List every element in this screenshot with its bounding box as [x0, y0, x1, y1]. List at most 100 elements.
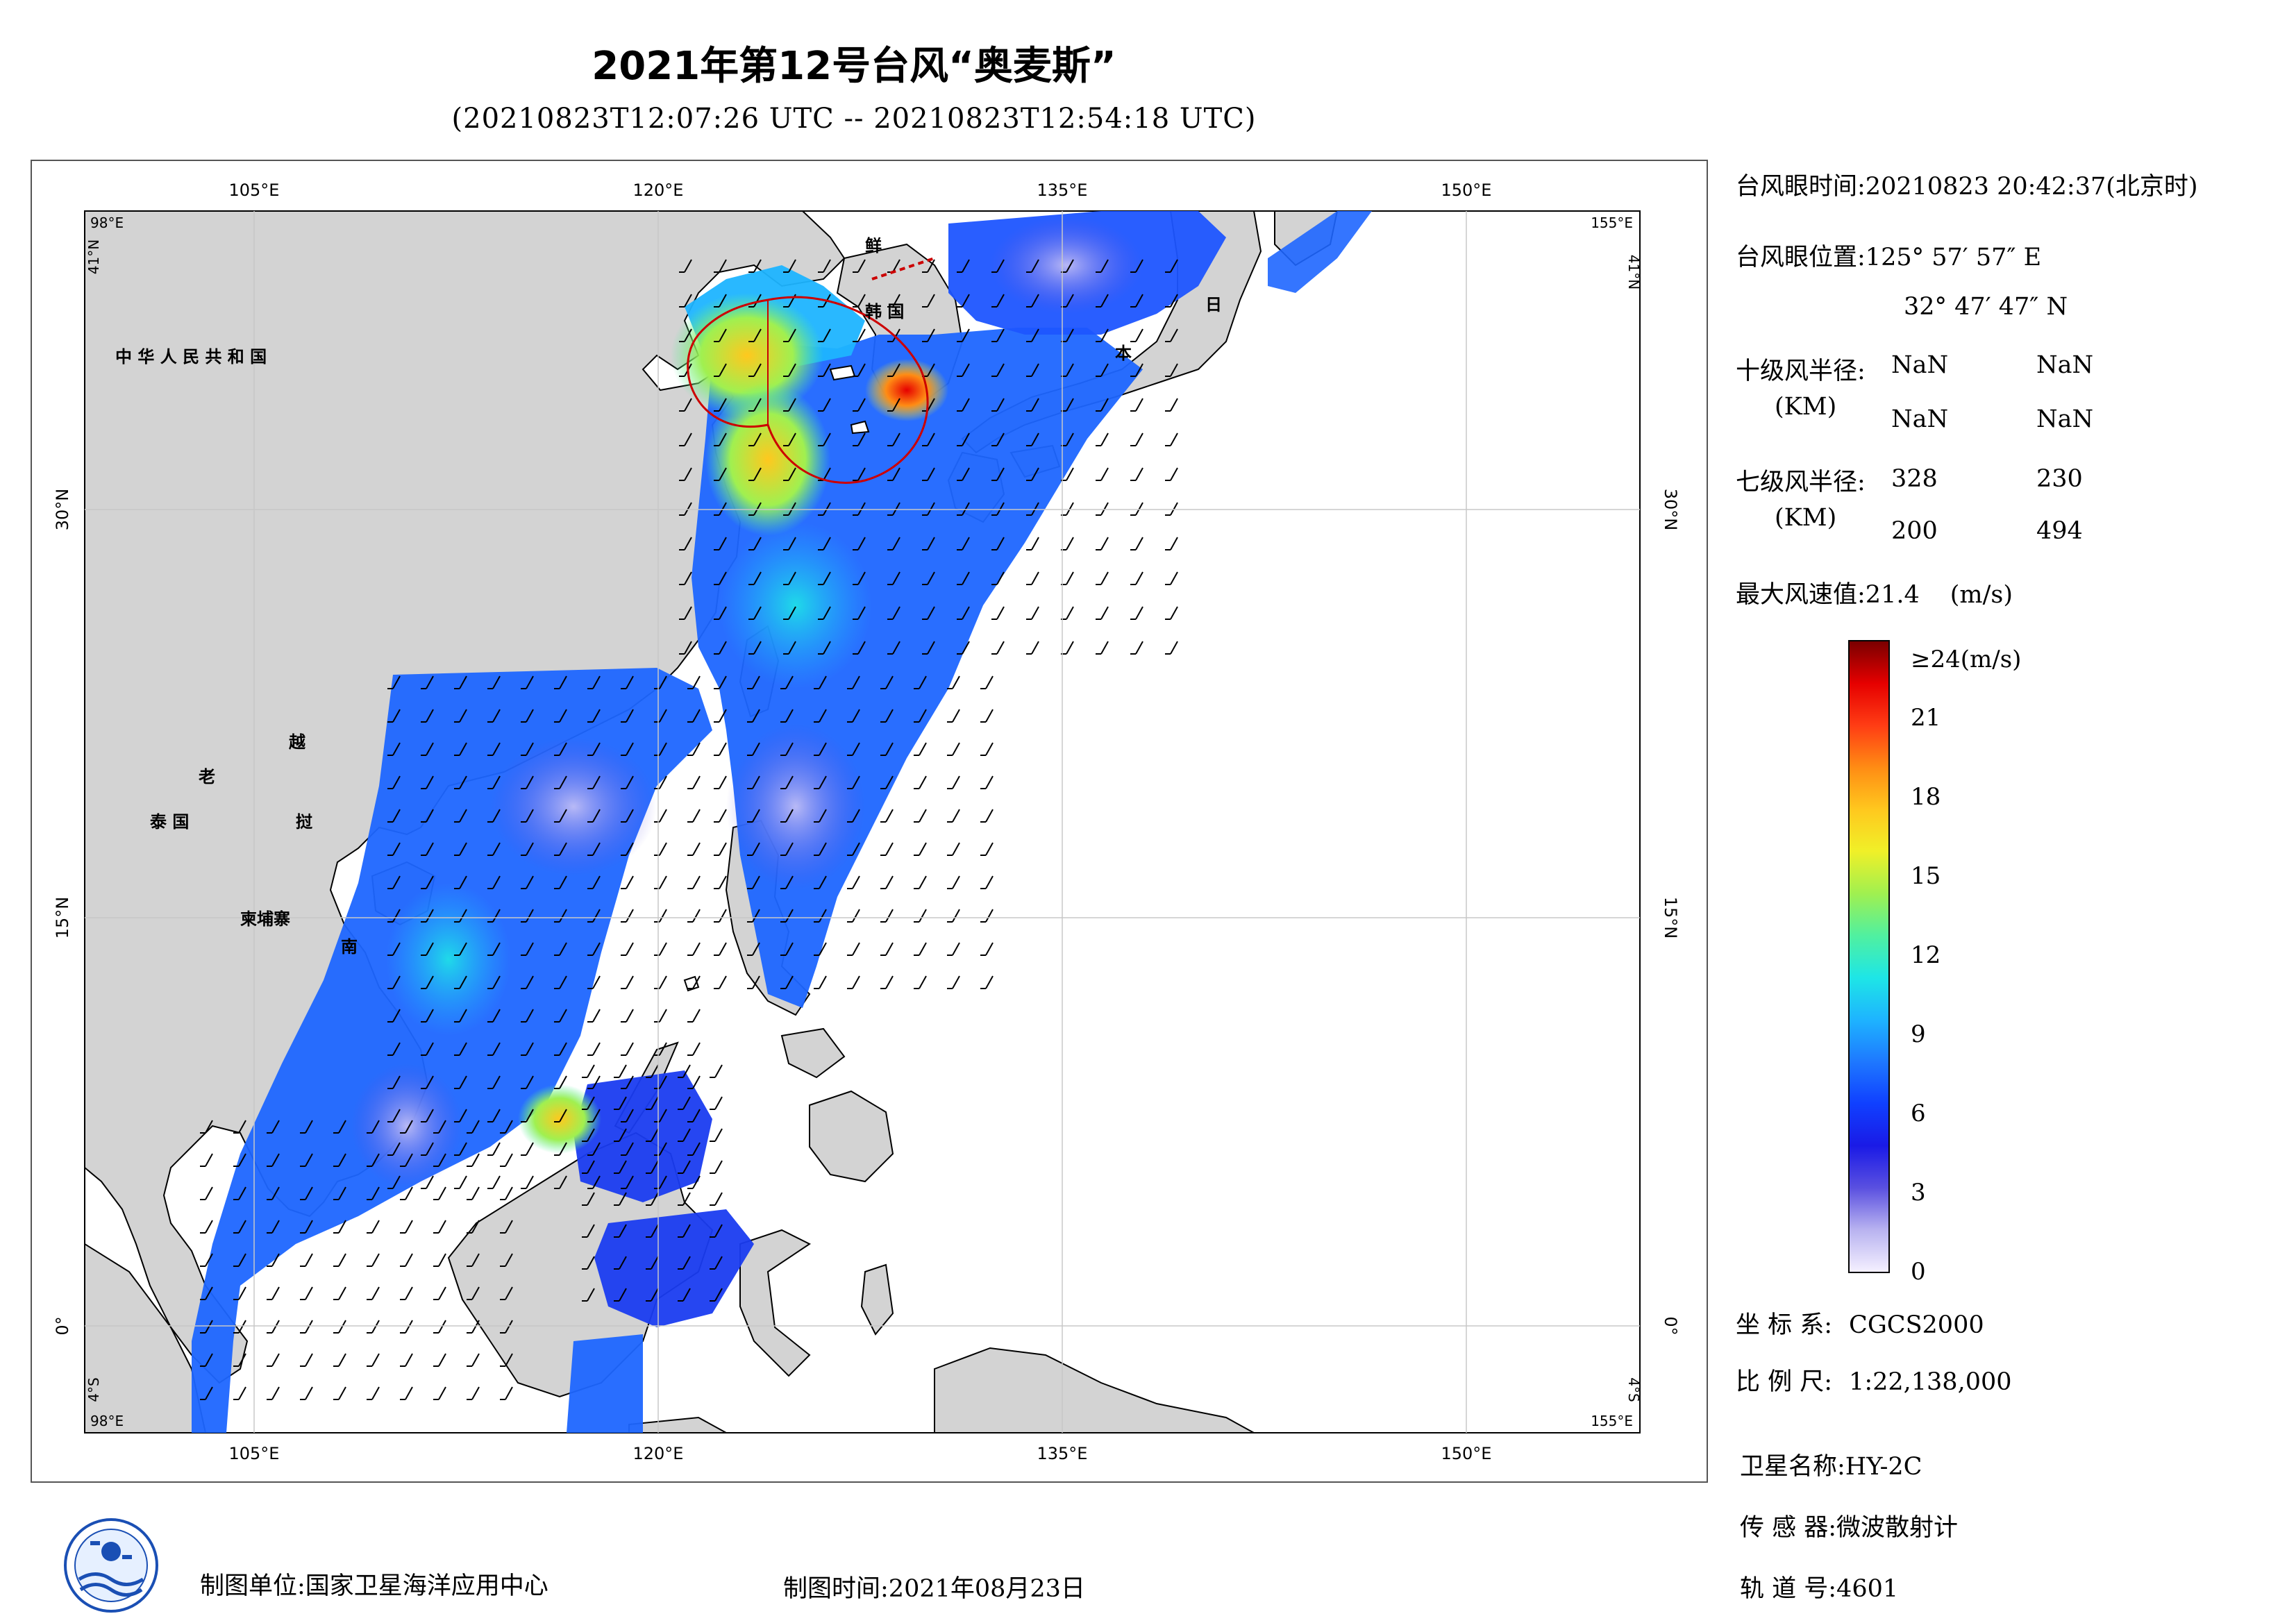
wind-barb [679, 398, 692, 412]
wind-barb [887, 294, 900, 308]
wind-barb [687, 809, 701, 823]
wind-barb [454, 875, 467, 889]
wind-barb [333, 1320, 346, 1334]
wind-barb [818, 398, 831, 412]
wind-barb [433, 1220, 446, 1234]
wind-barb [300, 1353, 313, 1367]
swath-blue-sulu [573, 1070, 712, 1202]
wind-barb [300, 1253, 313, 1267]
wind-barb [748, 606, 762, 620]
lat-tick-right-15: 15°N [1661, 897, 1680, 939]
lon-tick-top-135: 135°E [1037, 180, 1088, 200]
wind-barb [554, 942, 567, 956]
wind-barb [467, 1153, 480, 1167]
wind-barb [587, 742, 601, 756]
wind-barb [922, 641, 935, 655]
wind-barb [914, 909, 927, 923]
colorbar-tick-9: 9 [1911, 1020, 1926, 1048]
wind-barb [980, 709, 994, 723]
wind-barb [582, 1096, 595, 1110]
wind-barb [646, 1128, 659, 1142]
wind-barb [991, 363, 1005, 377]
wind-barb [853, 606, 866, 620]
wind-barb [814, 809, 827, 823]
wind-barb [333, 1153, 346, 1167]
wind-barb [748, 571, 762, 585]
wind-barb [679, 432, 692, 446]
wind-barb [853, 294, 866, 308]
wind-barb [679, 641, 692, 655]
wind-barb [991, 294, 1005, 308]
swath-blue-celebes [594, 1209, 754, 1327]
place-label-korea-n: 鲜 [865, 236, 882, 255]
wind-barb [818, 606, 831, 620]
wind-barb [200, 1286, 213, 1300]
wind-barb [421, 942, 434, 956]
wind-barb [421, 842, 434, 856]
wind-barb [200, 1120, 213, 1134]
wind-barb [1026, 363, 1039, 377]
wind-barb [747, 875, 760, 889]
wind-barb [233, 1120, 246, 1134]
colorbar-tick-15: 15 [1911, 862, 1941, 890]
wind-barb [1130, 467, 1143, 481]
wind-barb [991, 537, 1005, 550]
wind-barb [300, 1386, 313, 1400]
wind-barb [714, 606, 727, 620]
wind-barb [587, 709, 601, 723]
wind-barb [847, 975, 860, 989]
land-sulawesi [739, 1229, 811, 1377]
wind-barb [421, 1075, 434, 1089]
wind-barb [748, 259, 762, 273]
wind-barb [487, 1109, 501, 1122]
wind-barb [300, 1220, 313, 1234]
wind-barb [714, 537, 727, 550]
wind-barb [421, 742, 434, 756]
wind-barb [1165, 294, 1178, 308]
wind-barb [853, 641, 866, 655]
r10-value-ne: NaN [1891, 351, 1949, 379]
wind-barb [233, 1153, 246, 1167]
wind-barb [783, 328, 796, 342]
lon-tick-bottom-150: 150°E [1441, 1444, 1492, 1463]
wind-barb [387, 1142, 401, 1156]
wind-barb [1130, 259, 1143, 273]
lat-tick-left-30: 30°N [53, 489, 72, 531]
wind-barb [621, 1142, 634, 1156]
wind-barb [679, 571, 692, 585]
wind-barb [521, 1075, 534, 1089]
wind-barb [1026, 606, 1039, 620]
wind-barb [454, 975, 467, 989]
wind-barb [880, 942, 894, 956]
wind-barb [679, 537, 692, 550]
wind-radius-circle [687, 296, 929, 484]
wind-barb [1130, 363, 1143, 377]
wind-barb [748, 328, 762, 342]
wind-barb [421, 709, 434, 723]
wind-barb [947, 675, 960, 689]
wind-blob-philippine-calm [726, 723, 865, 890]
wind-barb [1026, 294, 1039, 308]
wind-barb [521, 709, 534, 723]
wind-barb [780, 775, 794, 789]
wind-barb [387, 775, 401, 789]
wind-barb [748, 537, 762, 550]
wind-barb [621, 775, 634, 789]
r10-unit: (KM) [1775, 393, 1837, 421]
producer-value: 国家卫星海洋应用中心 [305, 1572, 548, 1600]
wind-barb [687, 1075, 701, 1089]
wind-barb [780, 875, 794, 889]
wind-barb [714, 294, 727, 308]
wind-barb [433, 1153, 446, 1167]
wind-barb [587, 842, 601, 856]
wind-barb [887, 432, 900, 446]
wind-barb [880, 709, 894, 723]
lon-tick-top-105: 105°E [229, 180, 280, 200]
wind-barb [587, 675, 601, 689]
wind-barb [783, 432, 796, 446]
satellite-value: HY-2C [1845, 1453, 1922, 1481]
wind-barb [487, 1142, 501, 1156]
wind-barb [814, 709, 827, 723]
wind-barb [400, 1186, 413, 1200]
wind-barb [679, 502, 692, 516]
